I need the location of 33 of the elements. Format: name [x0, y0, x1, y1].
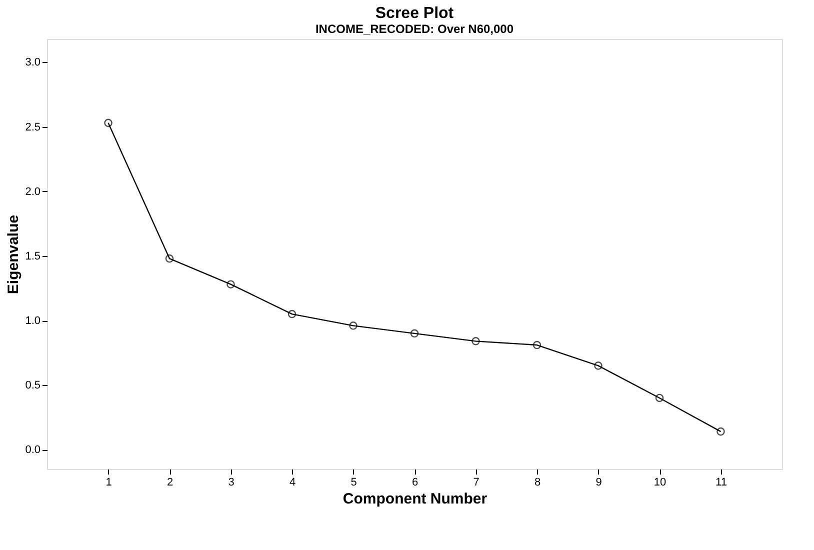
- y-axis-title: Eigenvalue: [5, 214, 22, 294]
- point: [288, 310, 296, 318]
- x-tick-label: 8: [534, 476, 541, 488]
- point: [165, 254, 174, 263]
- y-tick-label: 0.5: [25, 380, 40, 392]
- point: [104, 118, 112, 128]
- x-tick-label: 6: [412, 476, 418, 488]
- x-tick-label: 3: [228, 476, 234, 488]
- y-tick-label: 2.0: [25, 186, 40, 198]
- x-tick-label: 10: [654, 476, 666, 488]
- x-axis-title: Component Number: [342, 490, 488, 508]
- x-tick-label: 7: [473, 476, 480, 488]
- point: [472, 337, 480, 346]
- y-tick-label: 2.5: [25, 121, 40, 134]
- point: [226, 280, 235, 288]
- point: [594, 362, 602, 370]
- point: [655, 394, 664, 402]
- x-tick-label: 5: [350, 476, 357, 488]
- point: [532, 340, 542, 350]
- y-tick-label: 3.0: [25, 56, 40, 69]
- x-tick-label: 9: [596, 476, 602, 488]
- y-tick-label: 0.0: [25, 444, 40, 456]
- point: [716, 427, 725, 436]
- point: [349, 322, 358, 330]
- x-tick-label: 1: [106, 476, 112, 488]
- chart-subtitle: INCOME_RECODED: Over N60,000: [315, 22, 514, 36]
- chart-title: Scree Plot: [375, 5, 454, 22]
- point: [410, 329, 419, 338]
- y-tick-label: 1.0: [25, 315, 40, 327]
- x-tick-label: 4: [289, 476, 296, 488]
- x-tick-label: 11: [716, 476, 727, 488]
- y-tick-label: 1.5: [25, 250, 40, 262]
- x-tick-label: 2: [166, 476, 174, 488]
